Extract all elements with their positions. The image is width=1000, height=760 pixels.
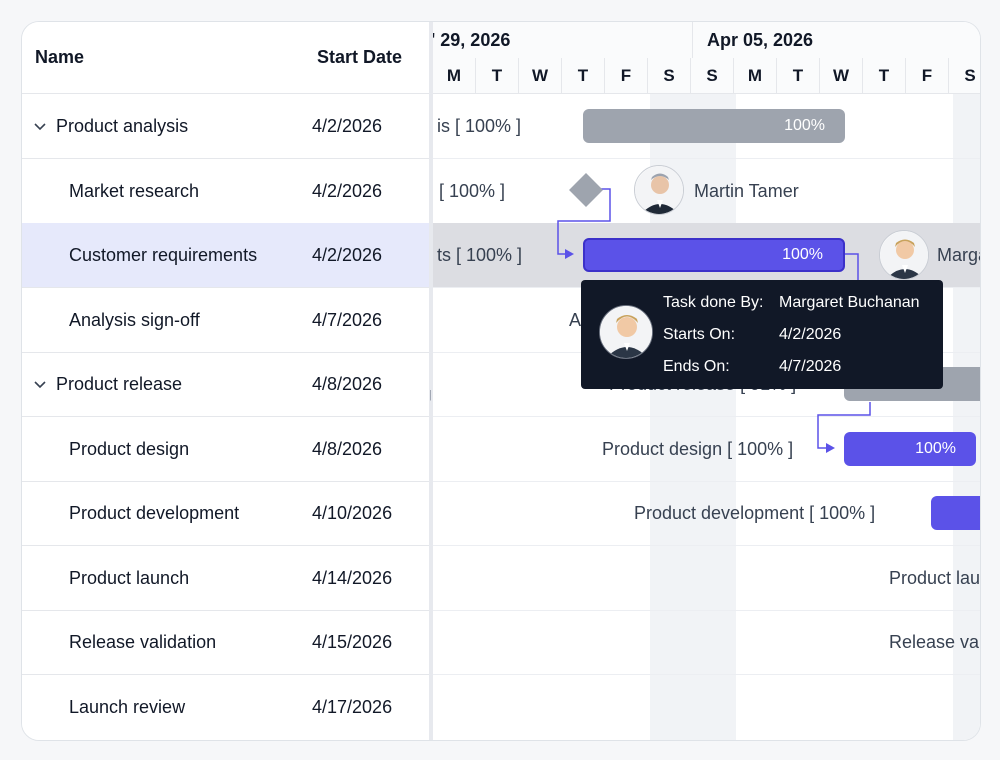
chart-row (433, 94, 980, 159)
week-label: ' 29, 2026 (433, 30, 511, 50)
tooltip-key: Task done By: (663, 294, 764, 311)
splitter[interactable] (429, 22, 433, 740)
week-label: Apr 05, 2026 (707, 30, 814, 50)
task-name: Product development (69, 503, 240, 523)
tooltip-value: Margaret Buchanan (779, 294, 920, 311)
task-start-date: 4/2/2026 (312, 181, 383, 201)
task-start-date: 4/8/2026 (312, 439, 383, 459)
task-bar[interactable]: 100% (844, 432, 976, 466)
table-row[interactable]: Product launch 4/14/2026 (22, 546, 429, 611)
grid-header: Name Start Date (22, 22, 429, 94)
day-label: W (519, 58, 562, 93)
task-name: Market research (69, 181, 200, 201)
progress-label: 100% (784, 117, 825, 134)
task-bar-label: Product design [ 100% ] (602, 439, 794, 459)
task-name: Product analysis (56, 116, 189, 136)
tooltip-value: 4/2/2026 (779, 326, 842, 343)
task-start-date: 4/10/2026 (312, 503, 393, 523)
task-start-date: 4/2/2026 (312, 245, 383, 265)
task-tooltip: Task done By: Margaret Buchanan Starts O… (581, 280, 943, 389)
day-label: F (906, 58, 949, 93)
task-start-date: 4/14/2026 (312, 568, 393, 588)
task-bar-label: is [ 100% ] (437, 116, 522, 136)
tooltip-key: Ends On: (663, 358, 730, 375)
chart-row (433, 610, 980, 675)
task-start-date: 4/8/2026 (312, 374, 383, 394)
table-row[interactable]: Product development 4/10/2026 (22, 481, 429, 546)
table-row[interactable]: Analysis sign-off 4/7/2026 (22, 288, 429, 353)
task-name: Analysis sign-off (69, 310, 200, 330)
task-bar-selected[interactable]: 100% (583, 238, 845, 272)
timeline-days: M T W T F S S M T W T F S (433, 58, 980, 94)
summary-bar[interactable]: 100% (583, 109, 845, 143)
resource-name: Margar (937, 245, 980, 265)
chart-row (433, 481, 980, 546)
task-start-date: 4/2/2026 (312, 116, 383, 136)
day-label: T (476, 58, 519, 93)
table-row[interactable]: Release validation 4/15/2026 (22, 610, 429, 675)
task-bar[interactable] (931, 496, 980, 530)
progress-label: 100% (782, 246, 823, 263)
task-name: Launch review (69, 697, 186, 717)
gantt-frame: Name Start Date Product analysis 4/2/202… (21, 21, 981, 741)
task-grid: Name Start Date Product analysis 4/2/202… (22, 22, 429, 740)
task-name: Product design (69, 439, 190, 459)
progress-label: 100% (915, 440, 956, 457)
chevron-down-icon[interactable] (32, 376, 48, 392)
day-label: M (734, 58, 777, 93)
tooltip-value: 4/7/2026 (779, 358, 842, 375)
task-bar-label: Release valid (889, 632, 980, 652)
task-bar-label: Product development [ 100% ] (634, 503, 876, 523)
task-name: Customer requirements (69, 245, 258, 265)
dependency-connectors (557, 188, 871, 453)
task-start-date: 4/15/2026 (312, 632, 393, 652)
task-name: Release validation (69, 632, 217, 652)
day-label: S (691, 58, 734, 93)
day-label: W (820, 58, 863, 93)
grip-icon[interactable]: || (429, 389, 435, 401)
chart-row (433, 546, 980, 611)
task-name: Product launch (69, 568, 190, 588)
chart-row (433, 417, 980, 482)
task-bar-label: [ 100% ] (439, 181, 506, 201)
task-start-date: 4/17/2026 (312, 697, 393, 717)
day-label: S (648, 58, 691, 93)
day-label: M (433, 58, 476, 93)
table-row[interactable]: Market research 4/2/2026 (22, 159, 429, 224)
task-start-date: 4/7/2026 (312, 310, 383, 330)
table-row[interactable]: Launch review 4/17/2026 (22, 675, 429, 739)
table-row[interactable]: Product analysis 4/2/2026 (22, 94, 429, 159)
chevron-down-icon[interactable] (32, 118, 48, 134)
day-label: T (562, 58, 605, 93)
timeline-weeks: ' 29, 2026 Apr 05, 2026 (433, 22, 980, 59)
table-row[interactable]: Product release 4/8/2026 (22, 352, 429, 417)
day-label: T (777, 58, 820, 93)
user-avatar-icon (634, 165, 684, 215)
day-label: F (605, 58, 648, 93)
task-bar-label: ts [ 100% ] (437, 245, 523, 265)
table-row-selected[interactable]: Customer requirements 4/2/2026 (22, 223, 429, 288)
column-header-name[interactable]: Name (35, 47, 85, 67)
task-name: Product release (56, 374, 183, 394)
user-avatar-icon (599, 305, 653, 359)
table-row[interactable]: Product design 4/8/2026 (22, 417, 429, 482)
tooltip-key: Starts On: (663, 326, 736, 343)
column-header-start-date[interactable]: Start Date (317, 47, 403, 67)
chart-row (433, 352, 980, 417)
day-label: S (949, 58, 980, 93)
user-avatar-icon (879, 230, 929, 280)
resource-name: Martin Tamer (694, 181, 799, 201)
day-label: T (863, 58, 906, 93)
task-bar-label: Product laun (889, 568, 980, 588)
